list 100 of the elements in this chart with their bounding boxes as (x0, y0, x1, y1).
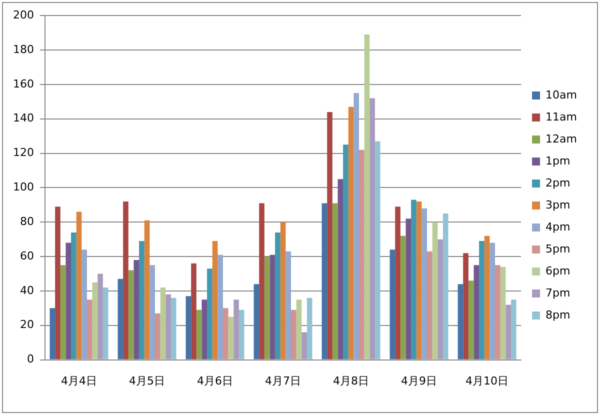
legend-label: 3pm (546, 198, 570, 212)
x-tick-label: 4月10日 (466, 374, 509, 388)
bar (86, 300, 92, 360)
bar (495, 265, 500, 360)
bar (364, 34, 370, 360)
bar (218, 254, 223, 360)
bar (191, 263, 196, 360)
bar (479, 241, 484, 360)
y-tick-label: 140 (12, 112, 34, 125)
bar (234, 300, 239, 360)
bar (348, 106, 354, 360)
bar (359, 150, 364, 360)
bar (170, 298, 176, 360)
bar (327, 112, 332, 360)
bar (395, 206, 400, 360)
bar (474, 265, 480, 360)
bar (302, 332, 307, 360)
bar (207, 268, 212, 360)
bar (166, 294, 171, 360)
y-tick-label: 120 (12, 146, 34, 160)
legend-label: 7pm (546, 286, 570, 300)
bar (128, 270, 134, 360)
y-tick-label: 200 (12, 8, 34, 22)
bar (139, 241, 144, 360)
y-tick-label: 20 (20, 318, 34, 332)
bar (343, 144, 348, 360)
bar (506, 304, 511, 360)
bar (202, 300, 208, 360)
bar (510, 300, 516, 360)
bar (400, 236, 406, 360)
bar (98, 274, 103, 360)
bar (370, 98, 375, 360)
y-tick-label: 0 (26, 352, 34, 366)
bar (222, 308, 228, 360)
legend-label: 6pm (546, 264, 570, 278)
bar (468, 280, 474, 360)
bar (55, 206, 60, 360)
y-tick-label: 40 (20, 284, 34, 297)
bar (442, 214, 448, 360)
legend-label: 4pm (546, 220, 570, 234)
bar (432, 222, 438, 360)
bar (50, 308, 56, 360)
x-tick-label: 4月6日 (197, 374, 234, 388)
bar (306, 298, 312, 360)
bar (254, 284, 260, 360)
bar (196, 310, 202, 360)
bar (66, 242, 72, 360)
bar (411, 200, 416, 360)
bar (290, 310, 296, 360)
legend-label: 5pm (546, 242, 570, 256)
x-tick-label: 4月7日 (265, 374, 302, 388)
bar (438, 239, 443, 360)
bar (76, 212, 82, 360)
x-tick-label: 4月4日 (61, 374, 97, 388)
bar (60, 265, 66, 360)
bar (123, 201, 128, 360)
bar (92, 282, 98, 360)
bar (102, 288, 108, 360)
y-tick-label: 80 (20, 214, 34, 228)
bar (286, 251, 291, 360)
bar (406, 218, 412, 360)
bar (458, 284, 464, 360)
bar (374, 141, 380, 360)
bar (280, 222, 286, 360)
bar (275, 232, 280, 360)
bar (228, 316, 234, 360)
x-tick-label: 4月8日 (333, 374, 370, 388)
y-tick-label: 160 (12, 77, 34, 90)
bar (160, 288, 166, 360)
bar (71, 232, 76, 360)
bar (416, 201, 422, 360)
bar (134, 260, 140, 360)
bar (422, 208, 428, 360)
x-tick-label: 4月5日 (129, 374, 166, 388)
bar (500, 266, 506, 360)
bar (490, 242, 496, 360)
y-tick-label: 100 (12, 180, 34, 194)
bar (296, 300, 302, 360)
bar (154, 313, 160, 360)
bar (427, 251, 432, 360)
x-tick-label: 4月9日 (401, 374, 438, 388)
bar (354, 93, 360, 360)
legend-label: 11am (546, 110, 577, 124)
bar (238, 310, 244, 360)
bar (463, 253, 468, 360)
bar (390, 250, 396, 360)
bar (484, 236, 490, 360)
bar (144, 220, 150, 360)
bar (82, 250, 87, 360)
bar (212, 241, 218, 360)
y-tick-label: 60 (20, 249, 34, 262)
bar (338, 179, 344, 360)
legend-label: 8pm (546, 308, 570, 322)
y-tick-label: 180 (12, 42, 34, 56)
bar (332, 203, 338, 360)
bar (118, 278, 124, 360)
bar (186, 296, 192, 360)
legend-label: 12am (546, 132, 577, 146)
bar (264, 256, 270, 360)
legend-label: 1pm (546, 154, 570, 168)
